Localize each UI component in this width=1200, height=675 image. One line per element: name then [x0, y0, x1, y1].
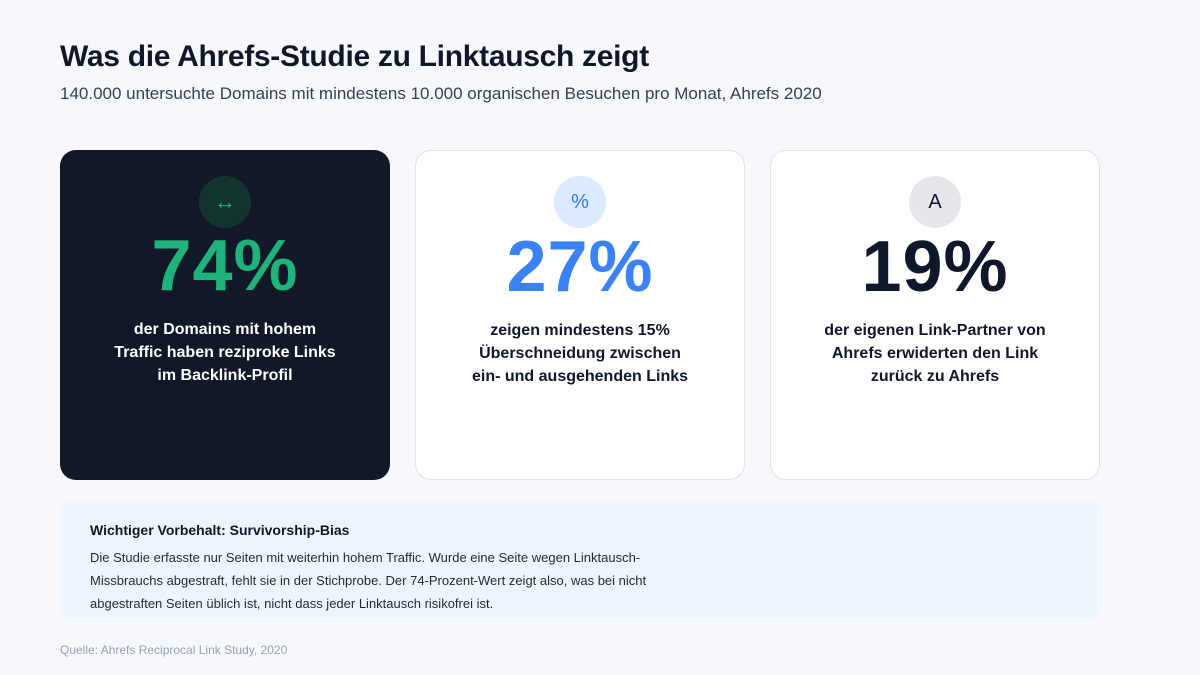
stat-value: 74% [151, 226, 299, 306]
caveat-text: Die Studie erfasste nur Seiten mit weite… [90, 550, 647, 611]
percent-icon: % [554, 176, 606, 228]
page-title: Was die Ahrefs-Studie zu Linktausch zeig… [60, 40, 649, 73]
source-note: Quelle: Ahrefs Reciprocal Link Study, 20… [60, 643, 288, 657]
caveat-box: Wichtiger Vorbehalt: Survivorship-Bias D… [60, 500, 1100, 620]
stat-value: 19% [861, 227, 1009, 307]
stat-value: 27% [506, 227, 654, 307]
stat-description: der Domains mit hohem Traffic haben rezi… [114, 321, 336, 384]
page-subtitle: 140.000 untersuchte Domains mit mindeste… [60, 84, 822, 103]
stat-cards: ↔ 74% der Domains mit hohem Traffic habe… [60, 150, 1100, 480]
caveat-title: Wichtiger Vorbehalt: Survivorship-Bias [90, 522, 350, 538]
stat-card-ahrefs-partners: A 19% der eigenen Link-Partner von Ahref… [770, 150, 1100, 480]
letter-a-icon: A [909, 176, 961, 228]
arrows-left-right-icon: ↔ [199, 176, 251, 228]
stat-description: der eigenen Link-Partner von Ahrefs erwi… [824, 322, 1046, 385]
stat-card-reciprocal-links: ↔ 74% der Domains mit hohem Traffic habe… [60, 150, 390, 480]
stat-description: zeigen mindestens 15% Überschneidung zwi… [471, 322, 689, 385]
stat-card-link-overlap: % 27% zeigen mindestens 15% Überschneidu… [415, 150, 745, 480]
